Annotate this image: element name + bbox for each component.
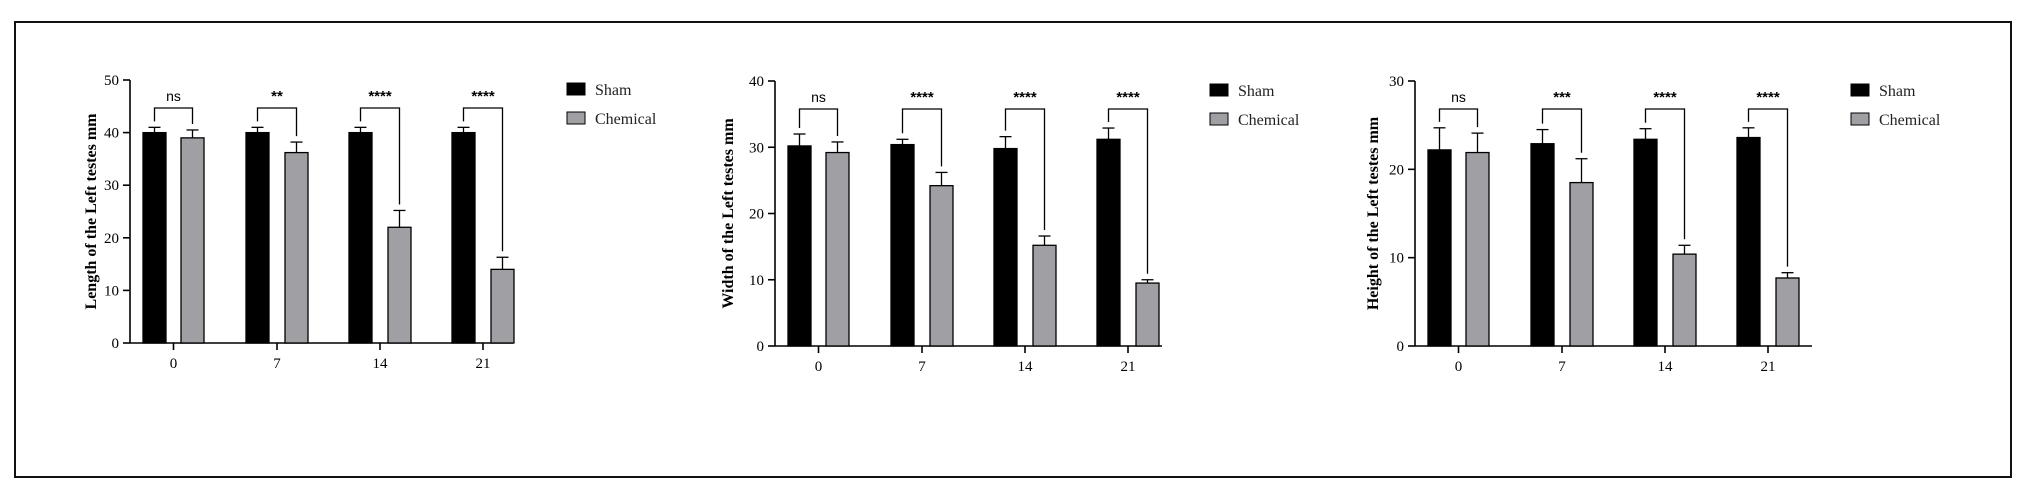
significance-bracket: [1438, 108, 1479, 128]
bar-sham: [1530, 143, 1555, 347]
significance-bracket: [798, 108, 839, 136]
significance-bracket: [153, 107, 194, 124]
legend-label-sham: Sham: [595, 82, 632, 99]
y-tick-label: 20: [104, 231, 119, 247]
significance-label: ***: [1553, 89, 1571, 106]
significance-label: ****: [1653, 89, 1677, 106]
bar-sham: [348, 131, 373, 344]
significance-label: ****: [471, 88, 495, 105]
significance-bracket: [1541, 108, 1583, 153]
y-tick-label: 10: [749, 273, 764, 289]
x-tick-label: 7: [273, 356, 281, 372]
x-tick-label: 0: [1455, 359, 1463, 375]
bar-chemical: [1135, 282, 1160, 347]
y-tick-label: 0: [757, 339, 765, 355]
x-tick-label: 7: [1558, 359, 1566, 375]
legend-label-sham: Sham: [1879, 83, 1916, 100]
y-tick-label: 10: [104, 283, 119, 299]
bar-chemical: [1775, 277, 1800, 347]
significance-label: ****: [1756, 89, 1780, 106]
bar-chemical: [387, 226, 412, 344]
significance-bracket: [256, 107, 298, 137]
significance-bracket: [1004, 108, 1046, 231]
bar-sham: [451, 131, 476, 344]
significance-label: ns: [166, 88, 181, 104]
x-tick-label: 0: [815, 359, 823, 375]
legend-swatch-sham: [566, 82, 586, 96]
y-tick-label: 40: [104, 126, 119, 142]
bar-sham: [1096, 138, 1121, 347]
legend-swatch-sham: [1209, 83, 1229, 97]
chart-panel-0: Length of the Left testes mm 0 10 20 30 40 50 0…: [83, 73, 657, 372]
y-tick-label: 40: [749, 74, 764, 90]
bar-sham: [890, 143, 915, 347]
y-tick-label: 0: [1397, 339, 1405, 355]
significance-bracket: [462, 107, 504, 252]
bar-chemical: [825, 151, 850, 347]
bar-chemical: [1672, 253, 1697, 347]
legend-swatch-chemical: [1850, 112, 1870, 126]
bar-sham: [1736, 136, 1761, 347]
bar-sham: [245, 131, 270, 344]
x-tick-label: 14: [373, 356, 389, 372]
bar-sham: [1633, 138, 1658, 347]
legend-swatch-chemical: [1209, 112, 1229, 126]
y-tick-label: 30: [1389, 74, 1404, 90]
bar-sham: [787, 145, 812, 347]
bar-sham: [142, 131, 167, 344]
y-axis-label: Length of the Left testes mm: [83, 113, 100, 310]
legend-swatch-sham: [1850, 83, 1870, 97]
x-tick-label: 0: [170, 356, 178, 372]
y-axis-label: Height of the Left testes mm: [1365, 116, 1382, 310]
y-tick-label: 50: [104, 73, 119, 89]
significance-label: ns: [811, 89, 826, 105]
bar-chemical: [1569, 181, 1594, 347]
x-tick-label: 14: [1658, 359, 1674, 375]
significance-bracket: [1747, 108, 1789, 267]
chart-panel-2: Height of the Left testes mm 0 10 20 30 0 ns 7 *…: [1365, 74, 1941, 375]
significance-label: ns: [1451, 89, 1466, 105]
y-axis-label: Width of the Left testes mm: [720, 118, 737, 309]
significance-label: ****: [368, 88, 392, 105]
x-tick-label: 21: [1121, 359, 1136, 375]
x-tick-label: 7: [918, 359, 926, 375]
y-tick-label: 20: [749, 207, 764, 223]
bar-chemical: [180, 137, 205, 344]
y-tick-label: 10: [1389, 251, 1404, 267]
significance-label: ****: [1013, 89, 1037, 106]
bar-sham: [993, 147, 1018, 347]
legend-label-chemical: Chemical: [1238, 112, 1300, 129]
figure-frame: [14, 21, 2012, 478]
bar-chemical: [284, 151, 309, 344]
significance-bracket: [901, 108, 943, 167]
bar-sham: [1427, 149, 1452, 347]
bar-chemical: [929, 185, 954, 347]
significance-label: **: [271, 88, 283, 105]
legend-swatch-chemical: [566, 111, 586, 125]
x-tick-label: 21: [476, 356, 491, 372]
significance-label: ****: [1116, 89, 1140, 106]
x-tick-label: 21: [1761, 359, 1776, 375]
legend-label-chemical: Chemical: [1879, 112, 1941, 129]
bar-chemical: [1465, 151, 1490, 347]
significance-bracket: [359, 107, 401, 205]
bar-chemical: [1032, 244, 1057, 347]
significance-bracket: [1644, 108, 1686, 240]
x-tick-label: 14: [1018, 359, 1034, 375]
bar-chemical: [490, 268, 515, 344]
y-tick-label: 20: [1389, 162, 1404, 178]
significance-bracket: [1107, 108, 1149, 274]
y-tick-label: 0: [112, 336, 120, 352]
legend-label-sham: Sham: [1238, 83, 1275, 100]
legend-label-chemical: Chemical: [595, 111, 657, 128]
significance-label: ****: [910, 89, 934, 106]
y-tick-label: 30: [749, 140, 764, 156]
y-tick-label: 30: [104, 178, 119, 194]
chart-panel-1: Width of the Left testes mm 0 10 20 30 40 0 ns 7…: [720, 74, 1300, 375]
